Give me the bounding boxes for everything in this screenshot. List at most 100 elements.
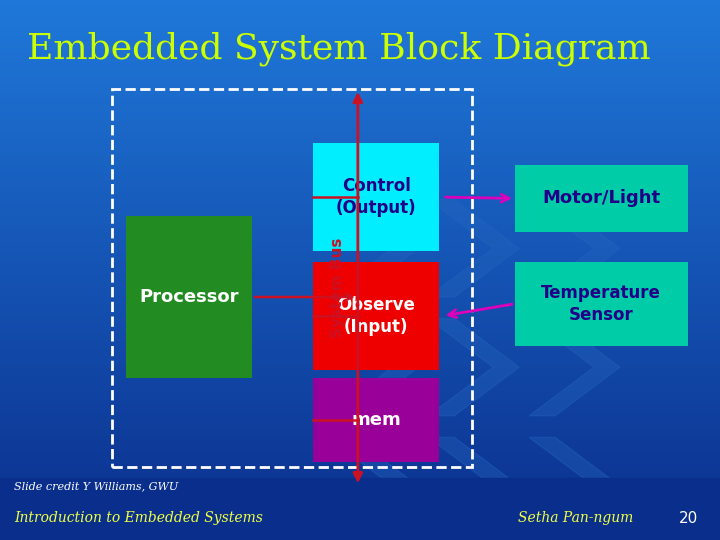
Bar	[0, 112, 720, 117]
Bar	[0, 85, 720, 90]
Bar	[0, 166, 720, 171]
Bar	[0, 99, 720, 104]
Bar	[0, 315, 720, 320]
Bar	[0, 270, 720, 274]
Polygon shape	[529, 200, 620, 297]
Bar	[0, 176, 720, 180]
Bar	[0, 198, 720, 202]
Bar	[0, 310, 720, 315]
Bar	[0, 477, 720, 482]
Bar	[0, 212, 720, 216]
Bar	[0, 531, 720, 536]
Bar	[0, 468, 720, 472]
Text: Control
(Output): Control (Output)	[336, 177, 416, 217]
Bar	[0, 234, 720, 239]
Bar	[0, 328, 720, 333]
Bar	[0, 81, 720, 85]
Bar	[0, 171, 720, 176]
Bar	[0, 293, 720, 297]
Polygon shape	[428, 437, 519, 535]
Bar	[0, 256, 720, 261]
Bar	[0, 94, 720, 99]
Bar	[0, 347, 720, 351]
Polygon shape	[328, 437, 418, 535]
Bar	[0, 428, 720, 432]
Polygon shape	[428, 200, 519, 297]
Bar	[0, 297, 720, 301]
Bar	[0, 243, 720, 247]
Bar	[0, 409, 720, 414]
Bar	[0, 72, 720, 77]
Text: Motor/Light: Motor/Light	[542, 190, 660, 207]
Bar	[0, 40, 720, 45]
Bar	[0, 266, 720, 270]
Bar	[0, 401, 720, 405]
Text: 20: 20	[679, 511, 698, 526]
Bar	[0, 509, 720, 513]
Bar	[0, 158, 720, 162]
Bar	[0, 288, 720, 293]
Bar	[0, 31, 720, 36]
Bar	[0, 463, 720, 468]
Bar	[0, 45, 720, 50]
Bar	[0, 252, 720, 256]
Bar	[0, 18, 720, 23]
Bar	[0, 279, 720, 284]
Bar	[0, 306, 720, 310]
Bar	[0, 126, 720, 131]
Bar	[0, 526, 720, 531]
Bar	[0, 387, 720, 392]
Bar	[0, 405, 720, 409]
Bar	[0, 68, 720, 72]
Polygon shape	[529, 437, 620, 535]
Text: Setha Pan-ngum: Setha Pan-ngum	[518, 511, 634, 525]
Bar	[0, 9, 720, 14]
Bar	[0, 459, 720, 463]
Bar	[0, 117, 720, 122]
Bar	[0, 446, 720, 450]
Bar	[0, 193, 720, 198]
Bar	[0, 0, 720, 4]
Bar	[0, 14, 720, 18]
Bar	[0, 207, 720, 212]
Bar	[313, 143, 439, 251]
Bar	[0, 536, 720, 540]
Bar	[0, 58, 720, 63]
Bar	[0, 274, 720, 279]
Bar	[112, 89, 472, 467]
Bar	[0, 261, 720, 266]
Bar	[0, 104, 720, 108]
Bar	[0, 239, 720, 243]
Bar	[0, 202, 720, 207]
Bar	[0, 135, 720, 139]
Text: Embedded System Block Diagram: Embedded System Block Diagram	[27, 31, 650, 66]
Bar	[0, 333, 720, 338]
Polygon shape	[328, 319, 418, 416]
Bar	[0, 4, 720, 9]
Text: Introduction to Embedded Systems: Introduction to Embedded Systems	[14, 511, 264, 525]
Bar	[0, 504, 720, 509]
Bar	[0, 355, 720, 360]
Bar	[0, 230, 720, 234]
Bar	[0, 220, 720, 225]
Bar	[126, 216, 252, 378]
Bar	[0, 374, 720, 378]
Bar	[0, 338, 720, 342]
Text: mem: mem	[351, 411, 401, 429]
Bar	[0, 432, 720, 436]
Bar	[0, 378, 720, 382]
Bar	[0, 369, 720, 374]
Bar	[0, 500, 720, 504]
Bar	[0, 284, 720, 288]
Bar	[0, 122, 720, 126]
Bar	[0, 63, 720, 68]
Bar	[0, 513, 720, 517]
Text: Slide credit Y Williams, GWU: Slide credit Y Williams, GWU	[14, 481, 179, 491]
Bar	[0, 478, 720, 540]
Bar	[515, 262, 688, 346]
Bar	[0, 436, 720, 441]
Bar	[0, 180, 720, 185]
Text: System Bus: System Bus	[330, 238, 345, 338]
Bar	[0, 495, 720, 500]
Bar	[0, 517, 720, 522]
